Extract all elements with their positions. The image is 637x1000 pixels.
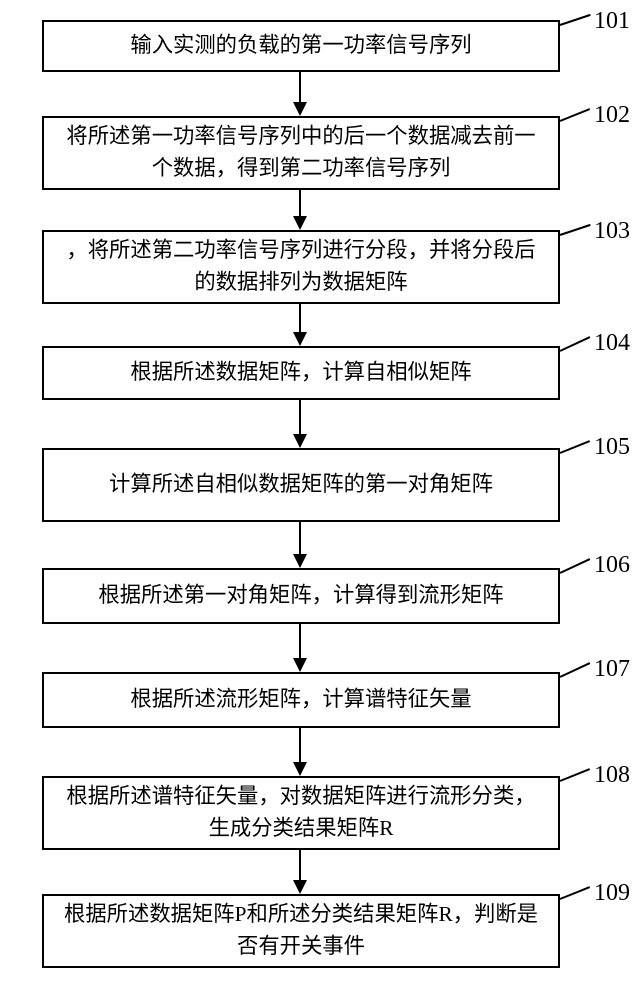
step-label-103: 103 — [594, 218, 630, 245]
arrow-n104-n105 — [299, 400, 301, 436]
step-label-106: 106 — [594, 552, 630, 579]
arrow-n103-n104 — [299, 304, 301, 334]
flow-node-109: 根据所述数据矩阵P和所述分类结果矩阵R，判断是否有开关事件 — [42, 894, 560, 968]
step-label-102: 102 — [594, 102, 630, 129]
leader-105 — [560, 440, 591, 454]
leader-107 — [560, 662, 591, 678]
arrow-n102-n103 — [299, 190, 301, 218]
flow-node-105: 计算所述自相似数据矩阵的第一对角矩阵 — [42, 448, 560, 522]
leader-101 — [560, 14, 591, 26]
leader-106 — [560, 558, 591, 574]
arrow-n107-n108 — [299, 728, 301, 764]
arrow-head — [293, 658, 307, 672]
leader-109 — [560, 886, 591, 900]
flow-node-106: 根据所述第一对角矩阵，计算得到流形矩阵 — [42, 568, 560, 624]
flow-node-101: 输入实测的负载的第一功率信号序列 — [42, 20, 560, 72]
flow-node-text: 输入实测的负载的第一功率信号序列 — [130, 30, 471, 62]
flow-node-text: 根据所述数据矩阵，计算自相似矩阵 — [130, 357, 471, 389]
arrow-n101-n102 — [299, 72, 301, 104]
leader-104 — [560, 336, 591, 352]
flow-node-text: 根据所述第一对角矩阵，计算得到流形矩阵 — [98, 580, 503, 612]
step-label-105: 105 — [594, 434, 630, 461]
flow-node-text: 将所述第一功率信号序列中的后一个数据减去前一个数据，得到第二功率信号序列 — [56, 121, 546, 185]
arrow-n106-n107 — [299, 624, 301, 660]
arrow-head — [293, 102, 307, 116]
flow-node-104: 根据所述数据矩阵，计算自相似矩阵 — [42, 346, 560, 400]
arrow-n105-n106 — [299, 522, 301, 556]
flow-node-text: 根据所述流形矩阵，计算谱特征矢量 — [130, 684, 471, 716]
arrow-head — [293, 216, 307, 230]
step-label-108: 108 — [594, 762, 630, 789]
flow-node-102: 将所述第一功率信号序列中的后一个数据减去前一个数据，得到第二功率信号序列 — [42, 116, 560, 190]
flow-node-text: 根据所述数据矩阵P和所述分类结果矩阵R，判断是否有开关事件 — [56, 899, 546, 963]
flow-node-108: 根据所述谱特征矢量，对数据矩阵进行流形分类，生成分类结果矩阵R — [42, 776, 560, 850]
flow-node-text: 根据所述谱特征矢量，对数据矩阵进行流形分类，生成分类结果矩阵R — [56, 781, 546, 845]
step-label-101: 101 — [594, 8, 630, 35]
flow-node-107: 根据所述流形矩阵，计算谱特征矢量 — [42, 672, 560, 728]
arrow-head — [293, 332, 307, 346]
leader-103 — [560, 224, 591, 236]
flow-node-103: ，将所述第二功率信号序列进行分段，并将分段后的数据排列为数据矩阵 — [42, 230, 560, 304]
step-label-104: 104 — [594, 330, 630, 357]
leader-108 — [560, 768, 591, 782]
arrow-head — [293, 762, 307, 776]
arrow-head — [293, 554, 307, 568]
flowchart-canvas: 输入实测的负载的第一功率信号序列将所述第一功率信号序列中的后一个数据减去前一个数… — [0, 0, 637, 1000]
step-label-109: 109 — [594, 880, 630, 907]
arrow-head — [293, 880, 307, 894]
arrow-head — [293, 434, 307, 448]
flow-node-text: 计算所述自相似数据矩阵的第一对角矩阵 — [109, 469, 493, 501]
flow-node-text: ，将所述第二功率信号序列进行分段，并将分段后的数据排列为数据矩阵 — [56, 235, 546, 299]
leader-102 — [560, 108, 591, 122]
arrow-n108-n109 — [299, 850, 301, 882]
step-label-107: 107 — [594, 656, 630, 683]
